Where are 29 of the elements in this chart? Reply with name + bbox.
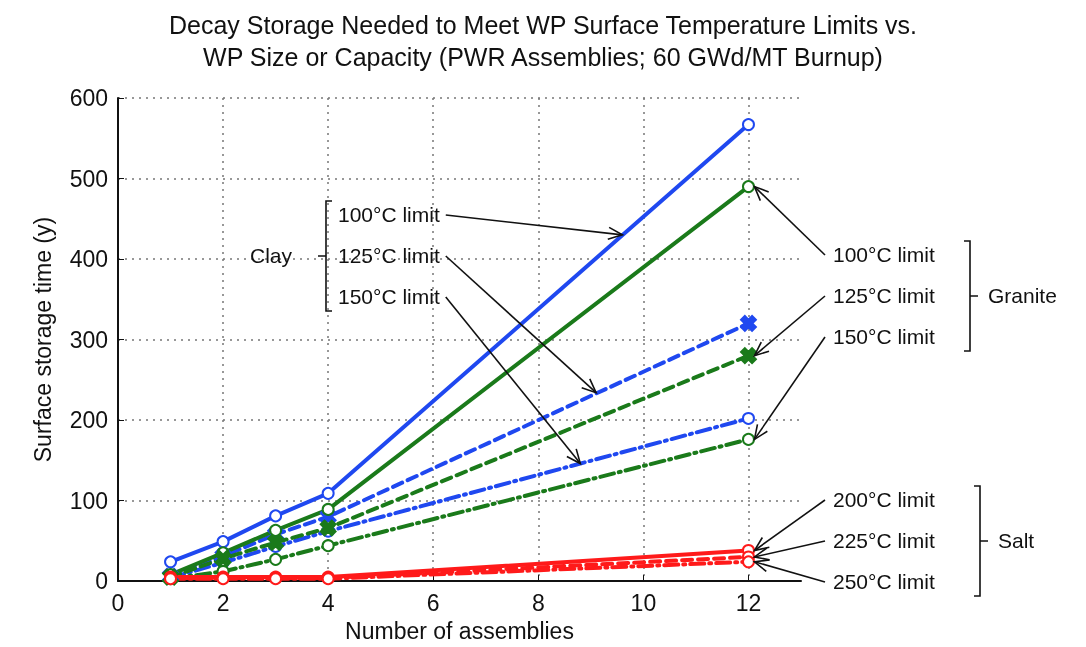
annotation: 150°C limit (833, 325, 935, 348)
annotation: 125°C limit (338, 244, 440, 267)
x-tick-label: 6 (426, 589, 440, 616)
chart-title: Decay Storage Needed to Meet WP Surface Temperature Limits vs. WP Size or Capacity (PWR Assemblies; 60 GWd/MT Burnup) (168, 11, 918, 71)
y-tick-label: 0 (95, 568, 108, 595)
x-tick-label: 0 (111, 589, 125, 616)
annotation: 100°C limit (833, 243, 935, 266)
y-tick-label: 300 (69, 326, 108, 353)
x-tick-label: 2 (216, 589, 230, 616)
y-tick-label: 100 (69, 487, 108, 514)
x-axis-title: Number of assemblies (345, 617, 574, 644)
annotation: Clay (249, 244, 293, 267)
y-axis-title: Surface storage time (y) (29, 216, 56, 463)
x-tick-label: 4 (321, 589, 335, 616)
annotation: 250°C limit (833, 570, 935, 593)
y-tick-label: 400 (69, 246, 108, 273)
annotation: 100°C limit (338, 203, 440, 226)
x-tick-label: 12 (735, 589, 762, 616)
annotation: 200°C limit (833, 488, 935, 511)
y-tick-label: 500 (69, 165, 108, 192)
y-tick-label: 600 (69, 85, 108, 111)
annotation: 150°C limit (338, 285, 440, 308)
text: Granite (988, 284, 1057, 307)
x-tick-label: 10 (630, 589, 657, 616)
x-tick-label: 8 (531, 589, 545, 616)
annotation: 225°C limit (833, 529, 935, 552)
text: Salt (998, 529, 1035, 552)
y-tick-label: 200 (69, 407, 108, 434)
annotation: 125°C limit (833, 284, 935, 307)
